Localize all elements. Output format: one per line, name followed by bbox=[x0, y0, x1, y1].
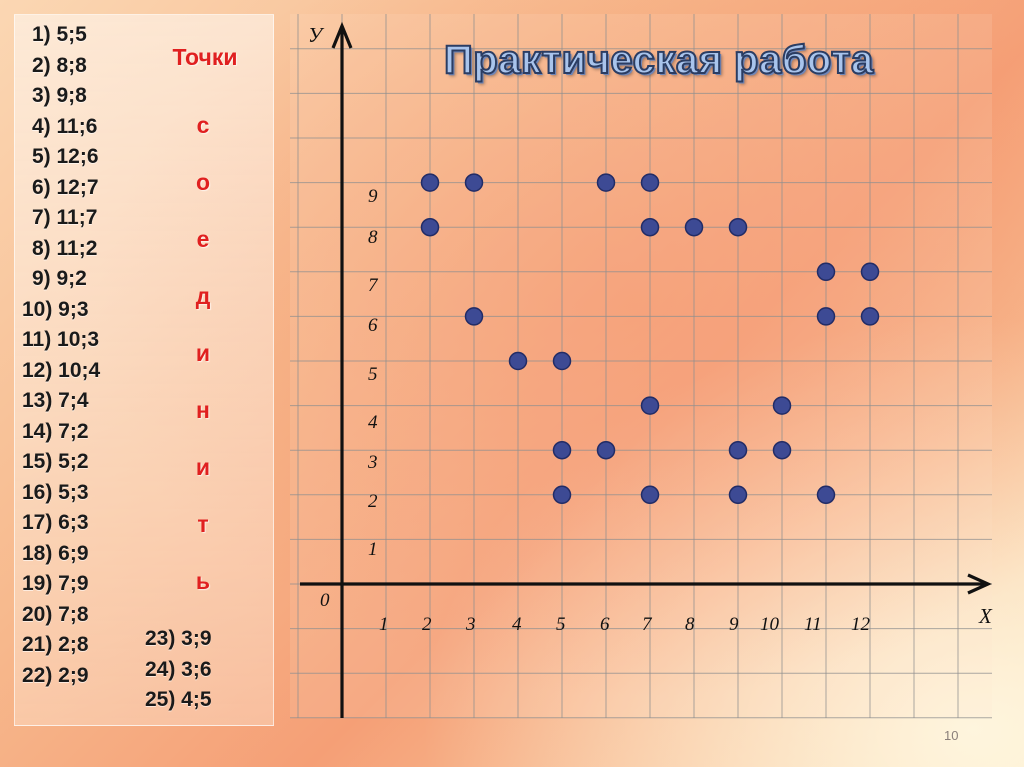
data-point bbox=[816, 485, 836, 505]
point-list-item: 17) 6;3 bbox=[22, 511, 89, 534]
x-tick-label: 3 bbox=[465, 614, 476, 635]
y-tick-label: 1 bbox=[368, 539, 378, 560]
y-tick-label: 3 bbox=[367, 452, 378, 473]
data-point bbox=[552, 351, 572, 371]
instruction-letter: с bbox=[196, 112, 210, 138]
point-list-item: 24) 3;6 bbox=[145, 657, 212, 681]
data-point bbox=[508, 351, 528, 371]
x-tick-label: 2 bbox=[422, 614, 432, 635]
points-list: 1) 5;5 2) 8;8 3) 9;8 4) 11;6 5) 12;6 6) 12;7 7… bbox=[22, 20, 152, 691]
data-point bbox=[552, 440, 572, 460]
y-tick-label: 9 bbox=[368, 186, 378, 207]
y-axis-arrow bbox=[331, 21, 353, 49]
point-list-item: 2) 8;8 bbox=[32, 53, 87, 77]
left-panel bbox=[14, 14, 274, 726]
data-point bbox=[728, 440, 748, 460]
x-tick-label: 4 bbox=[512, 614, 522, 635]
point-list-item: 15) 5;2 bbox=[22, 450, 89, 473]
point-list-item: 9) 9;2 bbox=[32, 267, 87, 290]
point-list-item: 6) 12;7 bbox=[32, 175, 99, 199]
point-list-item: 8) 11;2 bbox=[32, 236, 98, 260]
data-point bbox=[420, 173, 440, 192]
data-point bbox=[640, 396, 660, 415]
instruction-letters: с о е д и н и т ь bbox=[183, 112, 223, 625]
x-tick-label: 5 bbox=[556, 614, 566, 635]
y-tick-label: 5 bbox=[368, 364, 378, 385]
data-point bbox=[728, 485, 748, 505]
data-point bbox=[860, 307, 880, 326]
y-tick-label: 4 bbox=[368, 412, 378, 433]
point-list-item: 1) 5;5 bbox=[32, 23, 87, 46]
data-point bbox=[772, 396, 792, 415]
point-list-item: 23) 3;9 bbox=[145, 627, 212, 650]
point-list-item: 18) 6;9 bbox=[22, 541, 89, 565]
points-list-extra: 23) 3;9 24) 3;6 25) 4;5 bbox=[145, 624, 212, 716]
instruction-letter: д bbox=[195, 283, 211, 309]
point-list-item: 11) 10;3 bbox=[22, 328, 100, 351]
y-tick-label: 7 bbox=[368, 275, 379, 296]
data-point bbox=[464, 307, 484, 326]
x-tick-label: 1 bbox=[379, 614, 389, 635]
instruction-letter: ь bbox=[195, 568, 211, 594]
instruction-letter: и bbox=[195, 340, 211, 366]
data-point bbox=[860, 262, 880, 282]
x-tick-label: 10 bbox=[760, 614, 780, 635]
data-point bbox=[552, 485, 572, 505]
data-point bbox=[816, 307, 836, 326]
data-point bbox=[596, 440, 616, 460]
data-point bbox=[640, 485, 660, 505]
instruction-letter: е bbox=[196, 226, 210, 252]
instruction-letter: и bbox=[195, 454, 211, 480]
x-tick-label: 6 bbox=[600, 614, 610, 635]
data-point bbox=[640, 217, 660, 237]
data-point bbox=[772, 440, 792, 460]
point-list-item: 13) 7;4 bbox=[22, 389, 89, 412]
data-point bbox=[596, 173, 616, 192]
origin-label: 0 bbox=[320, 590, 330, 611]
instruction-letter: о bbox=[195, 169, 211, 195]
y-tick-label: 2 bbox=[368, 491, 378, 512]
data-point bbox=[684, 217, 704, 237]
data-point bbox=[464, 173, 484, 192]
data-point bbox=[420, 217, 440, 237]
x-axis-label: X bbox=[978, 604, 993, 628]
x-axis-arrow bbox=[967, 573, 992, 595]
x-tick-label: 7 bbox=[642, 614, 653, 635]
data-point bbox=[816, 262, 836, 282]
point-list-item: 7) 11;7 bbox=[32, 206, 98, 229]
point-list-item: 3) 9;8 bbox=[32, 84, 87, 107]
point-list-item: 12) 10;4 bbox=[22, 358, 101, 382]
data-point bbox=[728, 217, 748, 237]
slide-number: 10 bbox=[944, 728, 959, 743]
instruction-letter: н bbox=[196, 397, 210, 423]
y-axis-label: У bbox=[308, 23, 325, 47]
instruction-letter: т bbox=[197, 511, 209, 537]
x-tick-label: 11 bbox=[804, 614, 822, 635]
point-list-item: 21) 2;8 bbox=[22, 633, 89, 656]
point-list-item: 16) 5;3 bbox=[22, 480, 89, 504]
point-list-item: 22) 2;9 bbox=[22, 663, 89, 687]
point-list-item: 25) 4;5 bbox=[145, 688, 212, 711]
page-title: Практическая работа bbox=[443, 37, 874, 83]
y-tick-label: 6 bbox=[368, 315, 378, 336]
point-list-item: 19) 7;9 bbox=[22, 572, 89, 595]
x-tick-label: 12 bbox=[851, 614, 871, 635]
point-list-item: 20) 7;8 bbox=[22, 602, 89, 626]
point-list-item: 14) 7;2 bbox=[22, 419, 89, 443]
point-list-item: 4) 11;6 bbox=[32, 114, 98, 138]
point-list-item: 5) 12;6 bbox=[32, 145, 99, 168]
x-tick-label: 8 bbox=[685, 614, 695, 635]
plot-area bbox=[290, 14, 992, 718]
y-tick-label: 8 bbox=[368, 227, 378, 248]
data-point bbox=[640, 173, 660, 192]
instruction-title: Точки bbox=[172, 44, 238, 70]
point-list-item: 10) 9;3 bbox=[22, 297, 89, 321]
x-tick-label: 9 bbox=[729, 614, 739, 635]
